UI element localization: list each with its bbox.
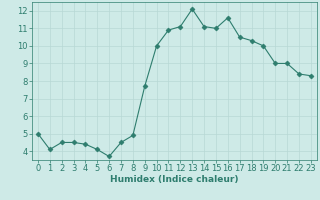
X-axis label: Humidex (Indice chaleur): Humidex (Indice chaleur) <box>110 175 239 184</box>
